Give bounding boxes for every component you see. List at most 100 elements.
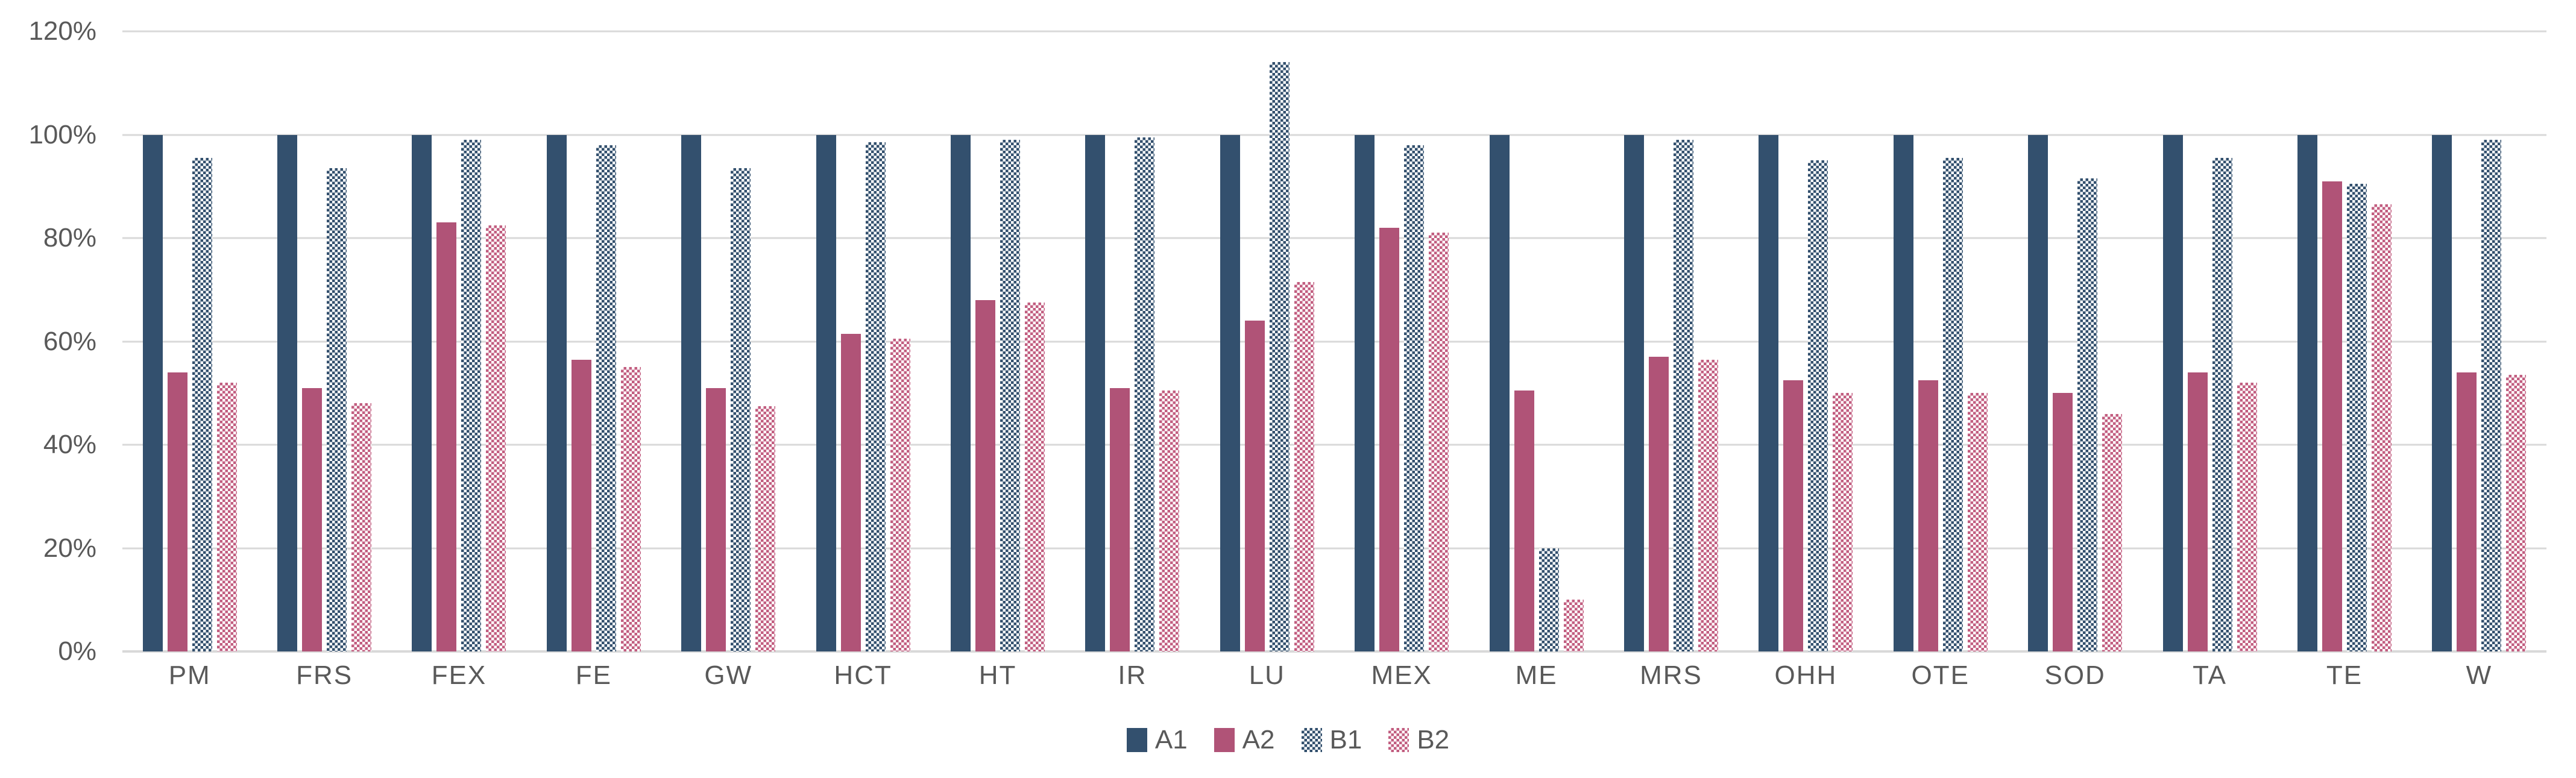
bar-FEX-A2	[436, 222, 457, 651]
bar-HT-B1	[1000, 140, 1021, 651]
y-tick-label-60: 60%	[43, 326, 96, 356]
bar-ME-A2	[1514, 390, 1534, 651]
y-tick-label-40: 40%	[43, 430, 96, 459]
x-label-MRS: MRS	[1640, 660, 1702, 690]
legend-label-A2: A2	[1242, 725, 1275, 754]
bar-group-FEX	[392, 31, 526, 651]
bar-OTE-B1	[1942, 158, 1963, 651]
bar-group-TE	[2277, 31, 2411, 651]
bar-SOD-B2	[2102, 413, 2123, 651]
bar-TE-A2	[2322, 181, 2342, 651]
bar-HCT-B1	[865, 142, 886, 651]
chart-legend: A1 A2 B1 B2	[0, 725, 2576, 755]
bar-OHH-A2	[1783, 380, 1804, 651]
bar-group-MRS	[1604, 31, 1738, 651]
x-label-SOD: SOD	[2044, 660, 2106, 690]
bar-FRS-A2	[302, 387, 323, 651]
x-label-TA: TA	[2193, 660, 2228, 690]
legend-item-A2: A2	[1214, 725, 1275, 755]
bar-LU-B2	[1294, 281, 1314, 651]
gridline-100	[122, 134, 2546, 136]
y-tick-label-20: 20%	[43, 533, 96, 563]
bar-FRS-A1	[277, 134, 298, 651]
x-label-IR: IR	[1118, 660, 1147, 690]
y-tick-label-80: 80%	[43, 223, 96, 253]
bar-FE-A2	[571, 359, 591, 651]
bar-IR-A1	[1085, 134, 1106, 651]
y-tick-label-120: 120%	[28, 16, 96, 46]
bar-group-PM	[122, 31, 257, 651]
y-tick-label-100: 100%	[28, 119, 96, 149]
bar-FE-A1	[546, 134, 567, 651]
bar-OHH-B2	[1833, 393, 1853, 651]
bar-group-HCT	[796, 31, 930, 651]
bar-LU-A1	[1220, 134, 1240, 651]
y-tick-label-0: 0%	[58, 636, 96, 666]
x-label-FEX: FEX	[431, 660, 487, 690]
bar-group-W	[2412, 31, 2546, 651]
bar-W-A2	[2457, 372, 2477, 651]
bar-MEX-B2	[1429, 233, 1449, 651]
bar-MRS-A1	[1623, 134, 1644, 651]
bar-PM-B2	[216, 383, 237, 651]
bar-FEX-A1	[412, 134, 432, 651]
bar-TE-B2	[2371, 204, 2392, 651]
legend-swatch-A1	[1126, 728, 1147, 752]
bar-group-IR	[1065, 31, 1200, 651]
legend-swatch-B2	[1388, 728, 1409, 752]
gridline-40	[122, 444, 2546, 446]
bar-SOD-A1	[2028, 134, 2049, 651]
x-label-OHH: OHH	[1774, 660, 1838, 690]
gridline-120	[122, 30, 2546, 33]
bar-TA-A2	[2187, 372, 2208, 651]
bar-LU-A2	[1244, 321, 1265, 651]
bar-GW-A1	[681, 134, 702, 651]
bar-MEX-B1	[1404, 145, 1425, 651]
legend-item-B2: B2	[1388, 725, 1449, 755]
legend-label-B1: B1	[1329, 725, 1362, 754]
plot-gridlines	[122, 30, 2546, 653]
bar-MRS-B1	[1673, 140, 1693, 651]
bar-group-GW	[661, 31, 796, 651]
bar-MEX-A2	[1379, 227, 1400, 651]
x-label-TE: TE	[2326, 660, 2363, 690]
bar-FEX-B1	[461, 140, 482, 651]
bar-FEX-B2	[486, 225, 506, 651]
bar-group-ME	[1469, 31, 1604, 651]
bar-OTE-B2	[1967, 393, 1988, 651]
bar-MRS-A2	[1648, 357, 1669, 651]
x-label-PM: PM	[168, 660, 211, 690]
bar-IR-B2	[1159, 390, 1180, 651]
bar-FRS-B1	[327, 168, 347, 651]
bar-W-B2	[2506, 375, 2527, 651]
bar-TE-B1	[2346, 183, 2367, 651]
x-label-GW: GW	[704, 660, 753, 690]
bar-IR-A2	[1110, 387, 1130, 651]
bar-ME-B2	[1563, 600, 1584, 651]
bar-PM-A2	[167, 372, 187, 651]
x-label-HT: HT	[978, 660, 1017, 690]
legend-label-A1: A1	[1154, 725, 1188, 754]
bar-OHH-B1	[1808, 160, 1828, 651]
bar-HCT-B2	[890, 339, 910, 651]
bar-group-LU	[1200, 31, 1334, 651]
bar-LU-B1	[1269, 62, 1290, 651]
legend-item-B1: B1	[1301, 725, 1362, 755]
bar-FE-B1	[596, 145, 616, 651]
x-axis-line	[122, 650, 2546, 653]
bar-group-OTE	[1873, 31, 2008, 651]
bar-TA-B2	[2237, 383, 2257, 651]
bar-W-B1	[2481, 140, 2502, 651]
bar-group-MEX	[1335, 31, 1469, 651]
bar-group-FRS	[257, 31, 391, 651]
bar-MRS-B2	[1698, 359, 1718, 651]
x-label-HCT: HCT	[834, 660, 892, 690]
legend-swatch-B1	[1301, 728, 1322, 752]
bar-TE-A1	[2297, 134, 2317, 651]
bar-W-A1	[2432, 134, 2452, 651]
bar-group-SOD	[2008, 31, 2142, 651]
x-label-OTE: OTE	[1911, 660, 1970, 690]
bar-OTE-A2	[1918, 380, 1938, 651]
x-label-FE: FE	[575, 660, 612, 690]
bar-IR-B1	[1135, 137, 1155, 651]
